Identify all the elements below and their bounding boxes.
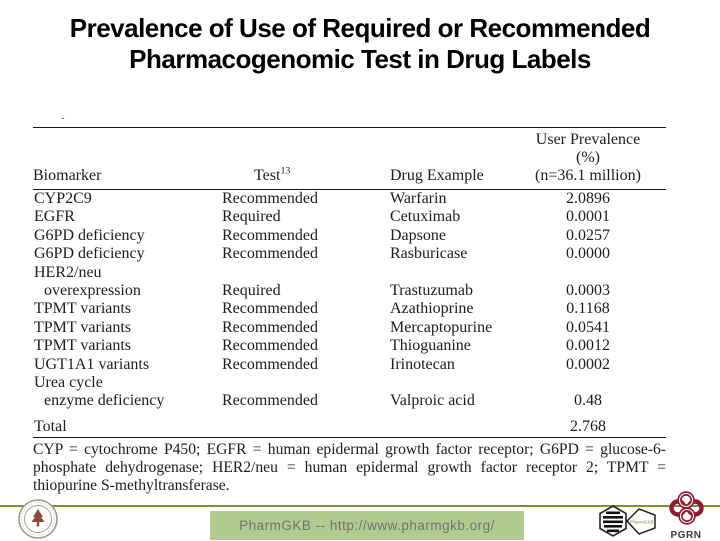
prevalence-header-line1: User Prevalence (535, 131, 641, 148)
cell-test (222, 264, 390, 282)
table-header-row: Biomarker Test13 Drug Example User Preva… (33, 128, 666, 189)
prevalence-header-line3: (n=36.1 million) (535, 167, 641, 184)
cell-biomarker: Urea cycle (34, 373, 103, 391)
total-spacer-2 (390, 416, 510, 437)
cell-prevalence: 0.0001 (566, 208, 610, 226)
drug-label-table: - Biomarker Test13 Drug Example User Pre… (33, 112, 666, 495)
hexagon-stripes (603, 511, 623, 533)
table-row: UGT1A1 variants Recommended Irinotecan 0.00… (33, 356, 666, 374)
cell-test: Required (222, 281, 281, 299)
cell-drug (390, 264, 510, 282)
cell-test: Recommended (222, 337, 318, 355)
cell-drug: Thioguanine (390, 337, 471, 355)
cell-test: Recommended (222, 190, 318, 207)
seal-tree-icon (31, 509, 45, 527)
cell-test: Recommended (222, 300, 318, 318)
cell-biomarker: TPMT variants (34, 300, 132, 318)
cell-drug: Trastuzumab (390, 281, 473, 299)
table-footnote: CYP = cytochrome P450; EGFR = human epid… (33, 440, 666, 495)
cell-test: Recommended (222, 245, 318, 263)
cell-biomarker: enzyme deficiency (44, 392, 165, 410)
cell-biomarker: G6PD deficiency (34, 245, 145, 263)
cell-drug: Warfarin (390, 190, 447, 207)
cell-test (222, 374, 390, 392)
cell-biomarker: HER2/neu (34, 263, 102, 281)
cell-drug: Mercaptopurine (390, 318, 493, 336)
column-header-biomarker: Biomarker (33, 167, 102, 184)
university-seal-logo (18, 499, 58, 539)
cell-prevalence: 0.0257 (566, 226, 610, 244)
page-title: Prevalence of Use of Required or Recomme… (0, 13, 720, 75)
cell-drug: Valproic acid (390, 392, 475, 410)
cell-prevalence: 2.0896 (566, 190, 610, 207)
cell-drug: Irinotecan (390, 355, 455, 373)
cell-biomarker: UGT1A1 variants (34, 355, 150, 373)
cell-test: Required (222, 208, 281, 226)
cell-biomarker: CYP2C9 (34, 190, 92, 207)
table-row: CYP2C9 Recommended Warfarin 2.0896 (33, 190, 666, 208)
cell-prevalence: 0.1168 (566, 300, 610, 318)
column-header-test: Test13 (222, 166, 390, 185)
table-row: Urea cycle (33, 374, 666, 392)
cell-biomarker: TPMT variants (34, 318, 132, 336)
table-row: G6PD deficiency Recommended Rasburicase 0.0… (33, 245, 666, 263)
cell-prevalence: 0.0002 (566, 355, 610, 373)
test-header-reference: 13 (280, 165, 291, 177)
table-row: EGFR Required Cetuximab 0.0001 (33, 208, 666, 226)
table-bottom-rule (33, 436, 666, 438)
table-row: overexpression Required Trastuzumab 0.0003 (33, 282, 666, 300)
pharmgkb-logo-text: PharmGKB (630, 520, 653, 525)
cell-biomarker: overexpression (44, 281, 141, 299)
cell-test: Recommended (222, 355, 318, 373)
pgrn-label: PGRN (670, 530, 702, 541)
table-row: enzyme deficiency Recommended Valproic aci… (33, 392, 666, 410)
total-spacer-1 (222, 416, 390, 437)
table-row: HER2/neu (33, 264, 666, 282)
table-row: TPMT variants Recommended Azathioprine 0.11… (33, 300, 666, 318)
cell-biomarker: TPMT variants (34, 337, 132, 355)
footer-divider-line (0, 505, 720, 507)
test-header-text: Test (254, 167, 281, 184)
title-line-2: Pharmacogenomic Test in Drug Labels (129, 44, 591, 75)
cell-drug: Dapsone (390, 226, 446, 244)
cell-prevalence: 0.0012 (566, 337, 610, 355)
column-header-drug-example: Drug Example (390, 167, 484, 184)
table-row: TPMT variants Recommended Thioguanine 0.001… (33, 337, 666, 355)
pgrn-chain-icon (669, 491, 704, 525)
total-value: 2.768 (570, 417, 606, 435)
pharmgkb-url-banner: PharmGKB -- http://www.pharmgkb.org/ (210, 511, 524, 540)
cell-prevalence: 0.48 (574, 392, 602, 410)
cell-prevalence: 0.0541 (566, 318, 610, 336)
table-header-rule (33, 189, 666, 190)
table-row: G6PD deficiency Recommended Dapsone 0.0257 (33, 227, 666, 245)
cell-drug: Rasburicase (390, 245, 468, 263)
cell-drug: Azathioprine (390, 300, 474, 318)
stray-mark: - (61, 112, 65, 124)
cell-biomarker: EGFR (34, 208, 75, 226)
cell-drug (390, 374, 510, 392)
cell-prevalence: 0.0003 (566, 281, 610, 299)
prevalence-header-line2: (%) (576, 149, 600, 166)
pgrn-logo-block: PGRN (658, 491, 714, 541)
cell-prevalence (510, 374, 666, 392)
table-row: TPMT variants Recommended Mercaptopurine 0.… (33, 319, 666, 337)
title-line-1: Prevalence of Use of Required or Recomme… (69, 13, 651, 43)
pharmgkb-logo: PharmGKB (599, 505, 656, 537)
cell-prevalence (510, 264, 666, 282)
cell-test: Recommended (222, 392, 318, 410)
table-total-row: Total 2.768 (33, 416, 666, 437)
total-label: Total (34, 417, 67, 435)
column-header-user-prevalence: User Prevalence (%) (n=36.1 million) (510, 131, 666, 185)
cell-test: Recommended (222, 318, 318, 336)
cell-prevalence: 0.0000 (566, 245, 610, 263)
cell-test: Recommended (222, 226, 318, 244)
table-body: CYP2C9 Recommended Warfarin 2.0896 EGFR Requi… (33, 190, 666, 411)
pharmgkb-url-text: PharmGKB -- http://www.pharmgkb.org/ (239, 518, 495, 533)
table-top-rule (33, 127, 666, 128)
cell-drug: Cetuximab (390, 208, 461, 226)
cell-biomarker: G6PD deficiency (34, 226, 145, 244)
